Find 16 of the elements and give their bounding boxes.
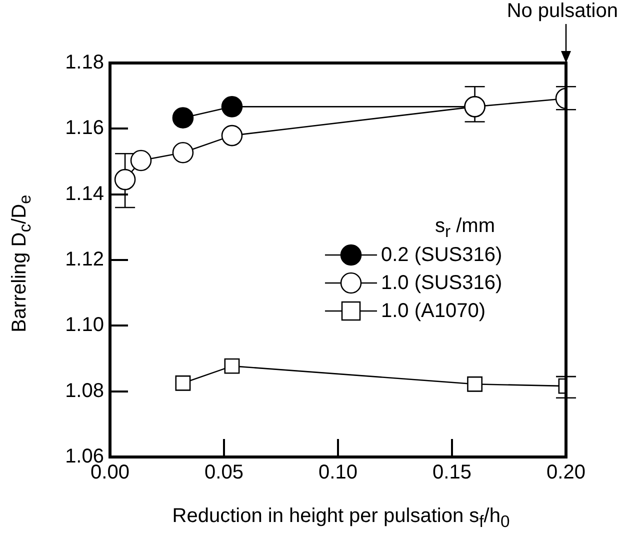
y-tick-label: 1.14 bbox=[65, 182, 104, 205]
y-tick-label: 1.10 bbox=[65, 314, 104, 336]
legend-label: 1.0 (SUS316) bbox=[381, 272, 502, 294]
x-tick-label: 0.05 bbox=[204, 462, 244, 484]
x-tick-label: 0.10 bbox=[318, 462, 358, 484]
y-tick-label: 1.08 bbox=[65, 380, 104, 402]
x-tick-label: 0.15 bbox=[432, 462, 472, 484]
legend-label: 1.0 (A1070) bbox=[381, 300, 486, 322]
y-tick-label: 1.16 bbox=[65, 117, 104, 140]
text: No pulsation bbox=[506, 0, 618, 23]
x-axis-title: Reduction in height per pulsation s$_{f}$/h$_{0}$ bbox=[171, 505, 511, 532]
y-tick-label: 1.12 bbox=[65, 248, 104, 271]
y-tick-label: 1.18 bbox=[65, 52, 104, 74]
legend-title: s$_{r}$ /mm bbox=[434, 215, 496, 241]
legend-label: 0.2 (SUS316) bbox=[381, 244, 502, 266]
x-tick-label: 0.20 bbox=[546, 462, 586, 484]
